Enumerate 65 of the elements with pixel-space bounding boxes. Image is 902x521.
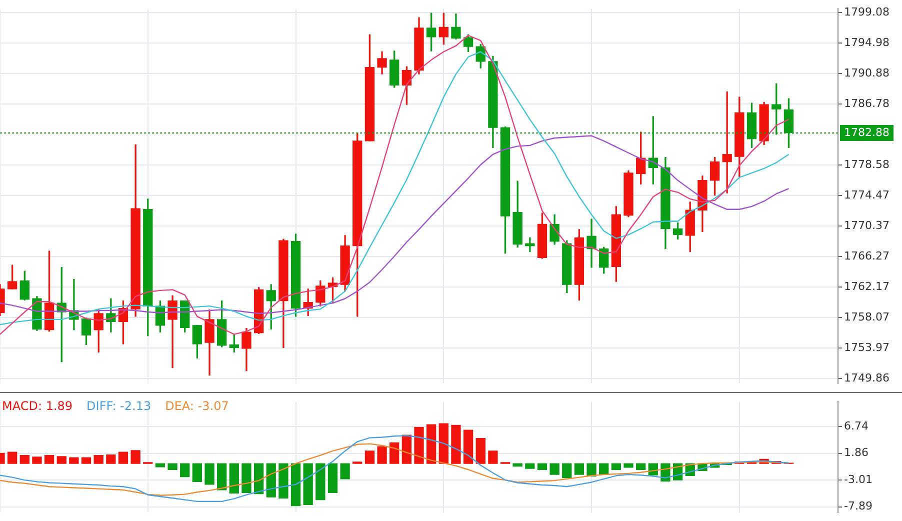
text: MACD: 1.89: [2, 399, 73, 413]
bar: [266, 463, 276, 498]
bar: [636, 463, 646, 470]
y-tick-label: 1799.08: [844, 5, 890, 18]
bar: [290, 463, 301, 506]
bar: [525, 463, 535, 469]
bar: [180, 463, 190, 478]
y-tick-label: -3.01: [844, 472, 872, 486]
y-tick-label: 1794.98: [844, 36, 890, 49]
bar: [537, 463, 548, 470]
text: DIFF: -2.13: [86, 399, 152, 413]
y-tick-label: 1749.86: [844, 371, 890, 384]
bar: [20, 455, 30, 464]
bar: [624, 463, 634, 468]
y-tick-label: 1778.58: [844, 158, 890, 171]
bar: [414, 427, 424, 464]
bar: [229, 463, 239, 494]
bar: [204, 463, 214, 485]
bar: [316, 463, 326, 500]
bar: [377, 446, 387, 464]
bar: [438, 423, 448, 464]
y-tick-label: 1753.97: [844, 340, 890, 354]
y-tick-label: 1766.27: [844, 249, 890, 262]
bar: [426, 424, 436, 464]
bar: [340, 463, 350, 480]
y-tick-label: -7.89: [844, 500, 872, 513]
bar: [118, 452, 128, 464]
bar: [130, 450, 140, 464]
y-tick-label: 1774.47: [844, 188, 890, 202]
bar: [216, 463, 227, 490]
y-tick-label: 1790.88: [844, 66, 890, 80]
bar: [328, 463, 338, 493]
ref-line-label: 1782.88: [844, 126, 890, 139]
bar: [488, 450, 498, 464]
bar: [562, 463, 572, 478]
bar: [586, 463, 596, 477]
bar: [242, 463, 252, 493]
bar: [192, 463, 202, 482]
bar: [611, 463, 622, 470]
bar: [476, 438, 486, 464]
bar: [463, 430, 474, 464]
bar: [390, 442, 400, 464]
bar: [364, 450, 375, 464]
y-tick-label: 1762.17: [844, 280, 890, 293]
bar: [168, 463, 178, 470]
text: DEA: -3.07: [165, 399, 229, 413]
bar: [106, 454, 116, 464]
y-tick-label: 6.74: [844, 419, 868, 432]
y-tick-label: 1770.37: [844, 218, 890, 232]
bar: [402, 434, 412, 464]
y-tick-label: 1.86: [844, 446, 868, 460]
bar: [7, 452, 18, 464]
y-tick-label: 1786.78: [844, 96, 890, 110]
y-tick-label: 1758.07: [844, 310, 890, 324]
bar: [81, 457, 92, 464]
bar: [550, 463, 560, 475]
bar: [32, 456, 42, 464]
bar: [69, 457, 79, 464]
bar: [44, 455, 54, 464]
bar: [303, 463, 313, 506]
bar: [574, 463, 584, 475]
bar: [451, 424, 461, 464]
bar: [56, 456, 66, 464]
bar: [278, 463, 288, 498]
bar: [94, 455, 104, 464]
